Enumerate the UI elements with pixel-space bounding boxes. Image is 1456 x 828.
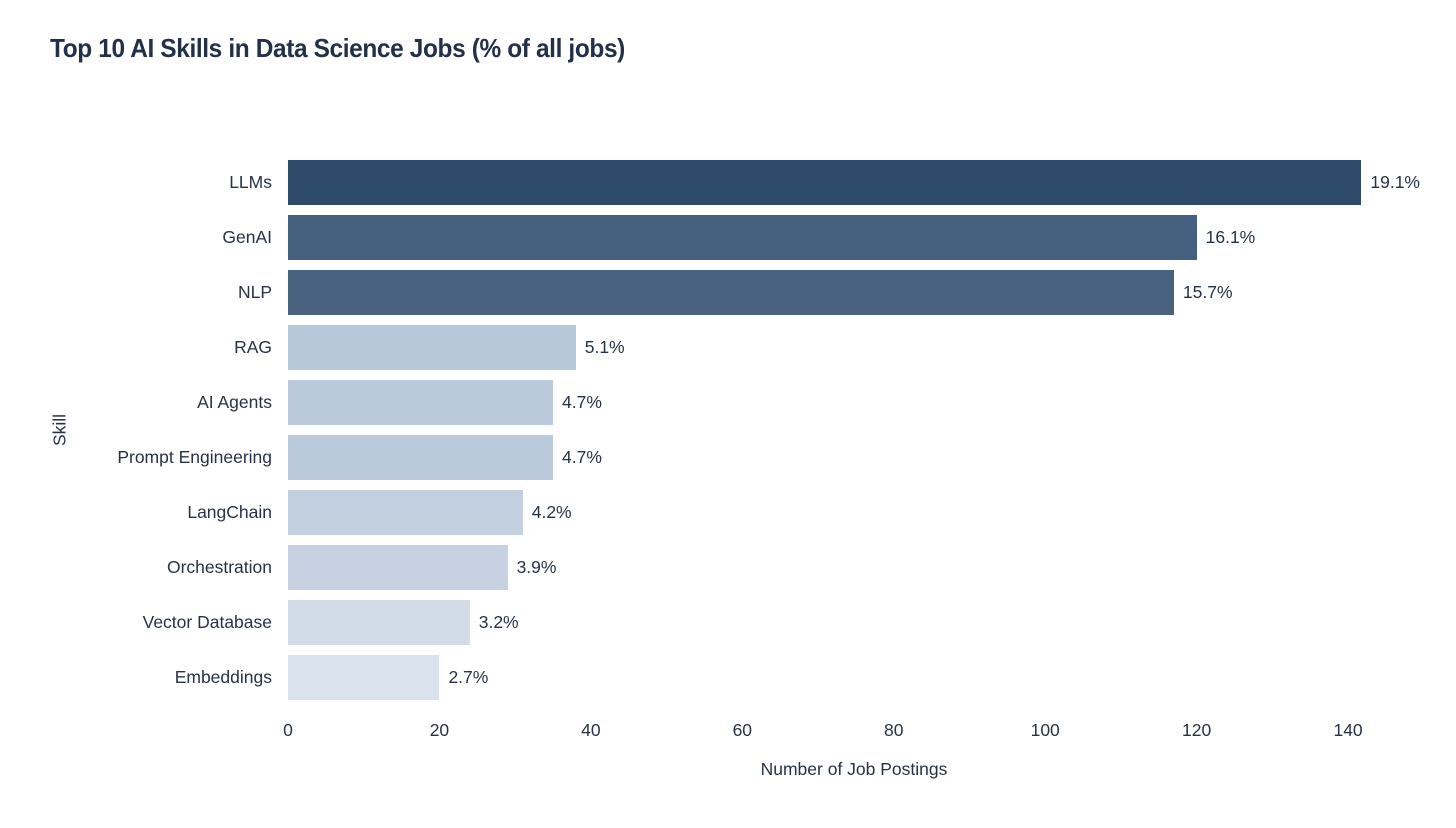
bar-prompt-engineering [288,435,554,480]
y-tick-label-prompt-engineering: Prompt Engineering [117,447,272,467]
x-tick-label-40: 40 [581,720,601,740]
bar-value-label-genai: 16.1% [1205,227,1256,247]
x-tick-label-100: 100 [1030,720,1060,740]
bar-value-label-embeddings: 2.7% [448,667,489,687]
y-axis-title: Skill [49,413,70,447]
bar-value-label-vector-database: 3.2% [478,612,519,632]
bar-row-ai-agents: 4.7% [288,375,1420,430]
bar-row-prompt-engineering: 4.7% [288,430,1420,485]
bar-value-label-llms: 19.1% [1370,172,1420,192]
y-tick-label-vector-database: Vector Database [142,612,272,632]
x-tick-label-120: 120 [1182,720,1212,740]
bar-value-label-nlp: 15.7% [1182,282,1233,302]
plot-area: 19.1% 16.1% 15.7% 5.1% 4.7% 4.7% 4.2% 3.9% 3.2% 2… [288,155,1420,705]
bar-langchain [288,490,523,535]
bar-row-vector-database: 3.2% [288,595,1420,650]
x-tick-label-60: 60 [732,720,753,740]
bar-row-langchain: 4.2% [288,485,1420,540]
bar-value-label-prompt-engineering: 4.7% [562,447,602,467]
bar-row-rag: 5.1% [288,320,1420,375]
y-tick-label-genai: GenAI [222,227,272,247]
bar-row-nlp: 15.7% [288,265,1420,320]
bar-value-label-rag: 5.1% [584,337,625,357]
bar-embeddings [288,655,440,700]
bar-row-genai: 16.1% [288,210,1420,265]
y-tick-label-langchain: LangChain [187,502,272,522]
x-axis-title: Number of Job Postings [760,759,948,779]
y-tick-label-orchestration: Orchestration [166,557,272,577]
bar-rag [288,325,576,370]
bar-vector-database [288,600,470,645]
x-tick-label-80: 80 [884,720,904,740]
bar-nlp [288,270,1174,315]
bar-value-label-orchestration: 3.9% [516,557,557,577]
bar-row-llms: 19.1% [288,155,1420,210]
chart-title: Top 10 AI Skills in Data Science Jobs (%… [50,33,625,63]
bar-llms [288,160,1362,205]
x-tick-labels: 0 20 40 60 80 100 120 140 [283,720,1420,744]
x-tick-label-0: 0 [283,720,293,740]
x-tick-label-20: 20 [429,720,450,740]
x-tick-label-140: 140 [1333,720,1363,740]
bar-row-orchestration: 3.9% [288,540,1420,595]
bar-value-label-langchain: 4.2% [531,502,572,522]
y-tick-label-embeddings: Embeddings [174,667,272,687]
y-tick-label-rag: RAG [234,337,272,357]
bar-orchestration [288,545,508,590]
bar-genai [288,215,1197,260]
y-tick-label-nlp: NLP [237,282,272,302]
y-tick-label-ai-agents: AI Agents [197,392,272,412]
bar-value-label-ai-agents: 4.7% [562,392,602,412]
y-tick-labels: LLMs GenAI NLP RAG AI Agents Prompt Engineeri… [0,155,272,705]
y-tick-label-llms: LLMs [229,172,272,192]
bar-ai-agents [288,380,554,425]
bar-row-embeddings: 2.7% [288,650,1420,705]
